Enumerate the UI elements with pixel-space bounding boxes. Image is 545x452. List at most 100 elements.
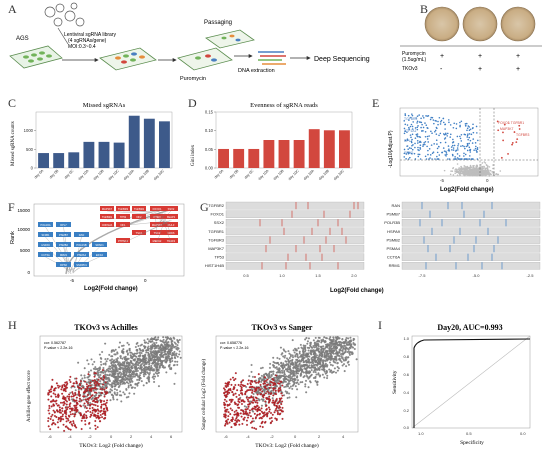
volcano-point-depleted [449, 136, 452, 138]
volcano-point-depleted [417, 146, 419, 149]
volcano-point-depleted [467, 138, 469, 141]
scatter-point [146, 338, 149, 341]
scatter-point-essential [66, 382, 69, 385]
gene-strip [401, 236, 541, 244]
volcano-point-depleted [422, 143, 425, 146]
scatter-point [129, 383, 132, 386]
scatter-point-essential [254, 405, 257, 408]
gene-row-label: RAN [392, 203, 401, 208]
scatter-point [160, 360, 163, 362]
scatter-point [298, 363, 301, 366]
scatter-point [275, 366, 278, 369]
rank-label-enriched [116, 214, 130, 219]
scatter-point-essential [226, 393, 229, 396]
volcano-point-depleted [468, 129, 471, 132]
scatter-point-essential [230, 401, 233, 403]
scatter-point [297, 372, 300, 375]
scatter-point [282, 362, 285, 365]
scatter-point-essential [234, 384, 237, 386]
volcano-point-depleted [476, 147, 479, 149]
volcano-point [468, 169, 471, 172]
scatter-point [165, 371, 168, 374]
scatter-point-essential [103, 400, 106, 403]
scatter-point [340, 343, 343, 346]
scatter-point-essential [260, 393, 263, 396]
scatter-point [337, 340, 340, 343]
scatter-point-essential [258, 406, 260, 409]
scatter-point [324, 337, 327, 340]
scatter-point [272, 361, 275, 363]
volcano-point-depleted [475, 125, 478, 128]
scatter-point [165, 346, 168, 349]
scatter-point [117, 386, 120, 389]
scatter-point [126, 378, 129, 381]
rank-label-depleted [74, 232, 89, 237]
volcano-point [481, 169, 484, 171]
scatter-point-essential [87, 410, 89, 412]
volcano-point-depleted [458, 158, 460, 160]
volcano-point-depleted [469, 151, 472, 153]
achilles-scatter: TKOv3 vs Achilles cor: 0.562787 P-value … [27, 323, 183, 449]
volcano-point-depleted [426, 138, 429, 140]
scatter-point [95, 394, 98, 397]
volcano-point-depleted [419, 121, 421, 123]
volcano-point-depleted [421, 123, 423, 126]
h2-xtick-3: 0 [294, 434, 297, 439]
gene-row-label: PSMB2 [386, 237, 400, 242]
scatter-point-essential [251, 380, 254, 383]
x-tick-label: day 10C [288, 169, 301, 182]
scatter-point [288, 379, 291, 382]
scatter-point-essential [281, 406, 284, 409]
volcano-point-depleted [448, 121, 450, 124]
scatter-point [314, 377, 317, 379]
scatter-point-essential [85, 389, 88, 392]
scatter-point-essential [268, 386, 271, 389]
scatter-point [116, 357, 119, 360]
scatter-point-essential [277, 382, 280, 385]
scatter-point-essential [232, 376, 234, 379]
volcano-point-depleted [457, 144, 459, 147]
rank-label-depleted [38, 232, 53, 237]
scatter-point [275, 362, 278, 365]
volcano-point-depleted [456, 153, 459, 155]
scatter-point-essential [61, 413, 64, 416]
scatter-point [282, 355, 285, 358]
volcano-point-depleted [409, 134, 412, 136]
sanger-scatter: TKOv3 vs Sanger cor: 0.658776 P-value < … [202, 323, 359, 449]
volcano-point-depleted [455, 127, 458, 130]
scatter-point-essential [100, 406, 103, 409]
scatter-point-essential [60, 418, 63, 421]
scatter-point-essential [278, 406, 281, 409]
scatter-point-essential [263, 411, 266, 414]
scatter-point-essential [251, 420, 254, 423]
scatter-point [119, 356, 122, 359]
y-tick-label: 0.00 [205, 166, 214, 171]
scatter-point [267, 375, 270, 378]
scatter-point-essential [280, 392, 283, 395]
scatter-point-essential [64, 399, 67, 402]
bar-day-20C [339, 130, 350, 168]
scatter-point [268, 373, 271, 376]
volcano-point [485, 170, 488, 172]
scatter-point-essential [249, 382, 252, 385]
scatter-point-essential [53, 400, 55, 403]
scatter-point [108, 365, 111, 368]
scatter-point [260, 398, 263, 401]
volcano-point-depleted [420, 126, 422, 129]
h1-xlabel: TKOv3: Log2 (Fold change) [79, 442, 143, 449]
scatter-point [170, 342, 173, 345]
scatter-point [338, 355, 341, 358]
scatter-point [137, 375, 140, 378]
volcano-point-depleted [467, 133, 469, 135]
scatter-point [111, 360, 114, 363]
scatter-point [136, 369, 139, 372]
volcano-point-depleted [455, 149, 458, 152]
scatter-point-essential [53, 411, 56, 414]
scatter-point-essential [71, 413, 74, 415]
scatter-point-essential [93, 375, 96, 378]
scatter-point-essential [243, 400, 246, 403]
volcano-point-depleted [434, 119, 437, 122]
scatter-point [343, 359, 346, 362]
scatter-point-essential [74, 406, 77, 409]
scatter-point-essential [253, 376, 256, 378]
